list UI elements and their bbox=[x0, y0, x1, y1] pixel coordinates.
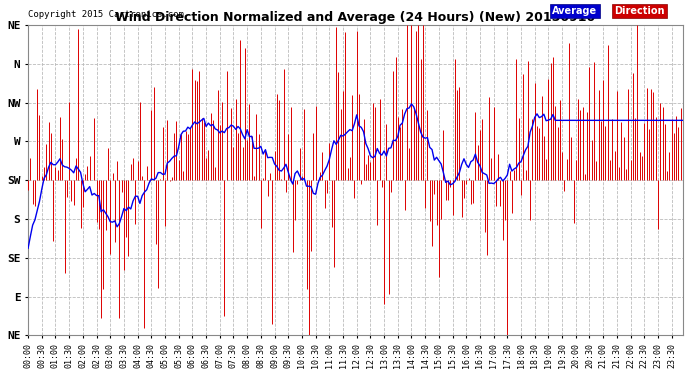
Text: Direction: Direction bbox=[614, 6, 664, 16]
Text: Average: Average bbox=[552, 6, 597, 16]
Title: Wind Direction Normalized and Average (24 Hours) (New) 20150910: Wind Direction Normalized and Average (2… bbox=[115, 11, 595, 24]
Text: Copyright 2015 Cartronics.com: Copyright 2015 Cartronics.com bbox=[28, 10, 184, 19]
